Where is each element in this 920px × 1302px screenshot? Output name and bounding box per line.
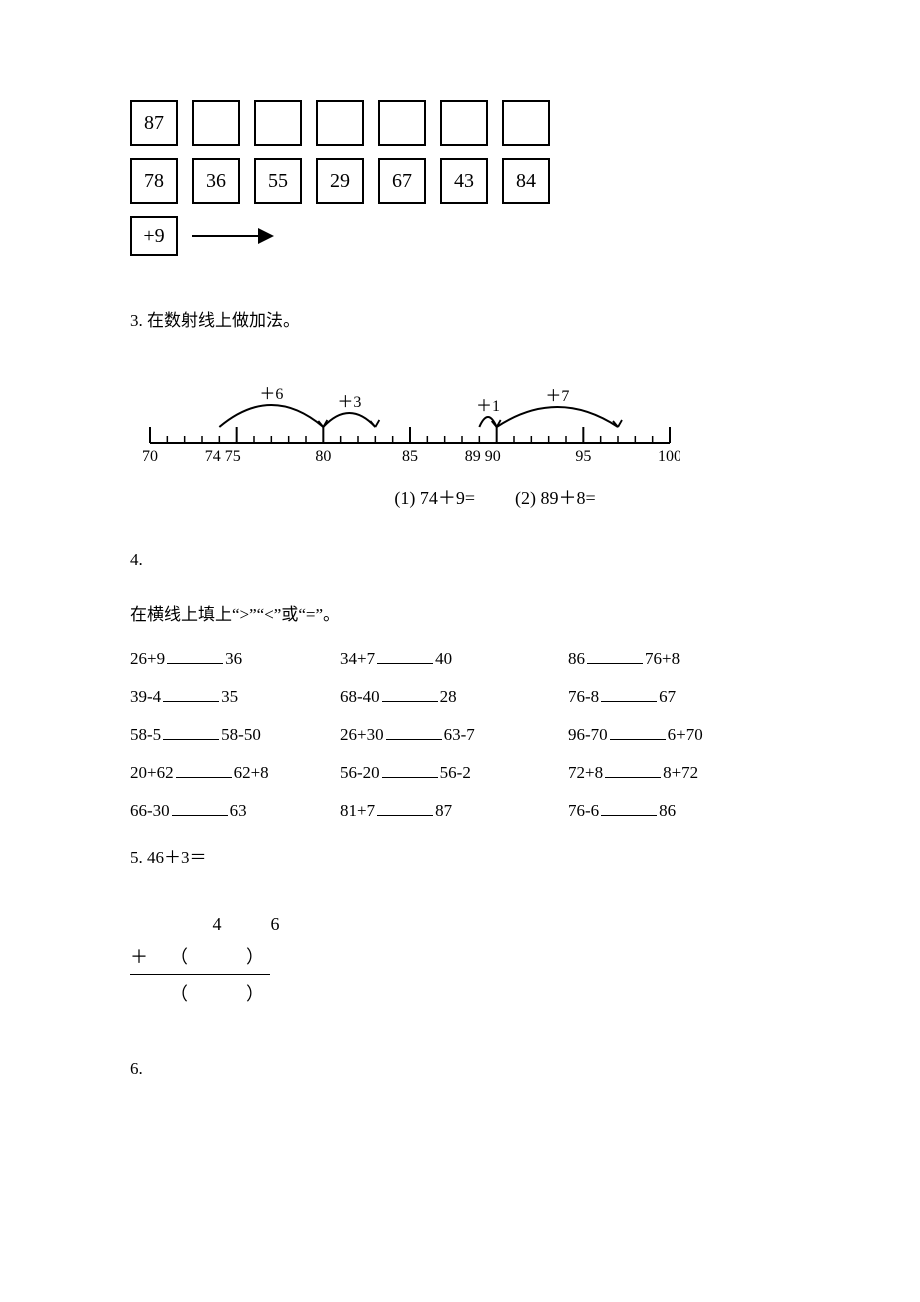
number-line-caption: (1) 74＋9=(2) 89＋8= (200, 484, 790, 510)
q4-heading: 4. (130, 550, 790, 570)
q6-num: 6. (130, 1059, 143, 1078)
num-box: 36 (192, 158, 240, 204)
box-grid: 87 78 36 55 29 67 43 84 +9 (130, 100, 790, 256)
compare-cell: 26+936 (130, 649, 340, 669)
num-box: 55 (254, 158, 302, 204)
svg-text:100: 100 (658, 448, 680, 465)
col-line (130, 974, 270, 975)
col-bot: （ ） (130, 977, 790, 1009)
svg-text:＋3: ＋3 (337, 394, 361, 411)
num-box: 87 (130, 100, 178, 146)
compare-cell: 8676+8 (568, 649, 788, 669)
num-box: 43 (440, 158, 488, 204)
num-box (192, 100, 240, 146)
compare-cell: 76-867 (568, 687, 788, 707)
compare-cell: 34+740 (340, 649, 568, 669)
svg-text:74 75: 74 75 (205, 448, 241, 465)
col-cell: 4 (188, 914, 246, 935)
num-box (440, 100, 488, 146)
compare-cell: 66-3063 (130, 801, 340, 821)
num-box (254, 100, 302, 146)
compare-table: 26+93634+7408676+8 39-43568-402876-867 58-… (130, 649, 790, 821)
svg-text:70: 70 (142, 448, 158, 465)
compare-cell: 81+787 (340, 801, 568, 821)
q3-heading: 3. 在数射线上做加法。 (130, 306, 790, 331)
box-row-bottom: 78 36 55 29 67 43 84 (130, 158, 790, 204)
compare-cell: 96-706+70 (568, 725, 788, 745)
q3-text: 在数射线上做加法。 (147, 311, 300, 330)
q5-expr: 46＋3＝ (147, 848, 207, 867)
svg-text:＋1: ＋1 (476, 398, 500, 415)
col-cell: 6 (246, 914, 304, 935)
op-row: +9 (130, 216, 790, 256)
svg-text:80: 80 (315, 448, 331, 465)
q5-heading: 5. 46＋3＝ (130, 843, 790, 868)
compare-cell: 56-2056-2 (340, 763, 568, 783)
col-cell: （ (152, 980, 188, 1006)
number-line-svg: 70 74 75 80 85 89 90 95 100 ＋6 ＋3 ＋1 ＋7 (140, 371, 680, 481)
svg-text:85: 85 (402, 448, 418, 465)
num-box: 78 (130, 158, 178, 204)
compare-cell: 58-558-50 (130, 725, 340, 745)
compare-cell: 76-686 (568, 801, 788, 821)
q3-num: 3. (130, 311, 143, 330)
col-op: ＋ (130, 943, 152, 969)
number-line: 70 74 75 80 85 89 90 95 100 ＋6 ＋3 ＋1 ＋7 (1) 74＋9=(… (140, 371, 790, 510)
svg-text:＋6: ＋6 (259, 386, 283, 403)
q4-num: 4. (130, 550, 143, 569)
compare-cell: 20+6262+8 (130, 763, 340, 783)
arrow-icon (192, 235, 272, 237)
num-box: 84 (502, 158, 550, 204)
q5-num: 5. (130, 848, 143, 867)
num-box: 29 (316, 158, 364, 204)
svg-text:89 90: 89 90 (465, 448, 501, 465)
compare-cell: 26+3063-7 (340, 725, 568, 745)
compare-cell: 68-4028 (340, 687, 568, 707)
col-mid: ＋ （ ） (130, 940, 790, 972)
op-box: +9 (130, 216, 178, 256)
num-box (316, 100, 364, 146)
compare-cell: 39-435 (130, 687, 340, 707)
q6-heading: 6. (130, 1059, 790, 1079)
col-cell: ） (246, 943, 286, 969)
svg-text:＋7: ＋7 (545, 388, 569, 405)
col-top: 4 6 (130, 908, 790, 940)
column-addition: 4 6 ＋ （ ） （ ） (130, 908, 790, 1009)
num-box (378, 100, 426, 146)
svg-text:95: 95 (575, 448, 591, 465)
col-cell: ） (246, 980, 286, 1006)
num-box: 67 (378, 158, 426, 204)
q4-prompt: 在横线上填上“>”“<”或“=”。 (130, 600, 790, 625)
compare-cell: 72+88+72 (568, 763, 788, 783)
col-cell: （ (152, 943, 188, 969)
num-box (502, 100, 550, 146)
box-row-top: 87 (130, 100, 790, 146)
